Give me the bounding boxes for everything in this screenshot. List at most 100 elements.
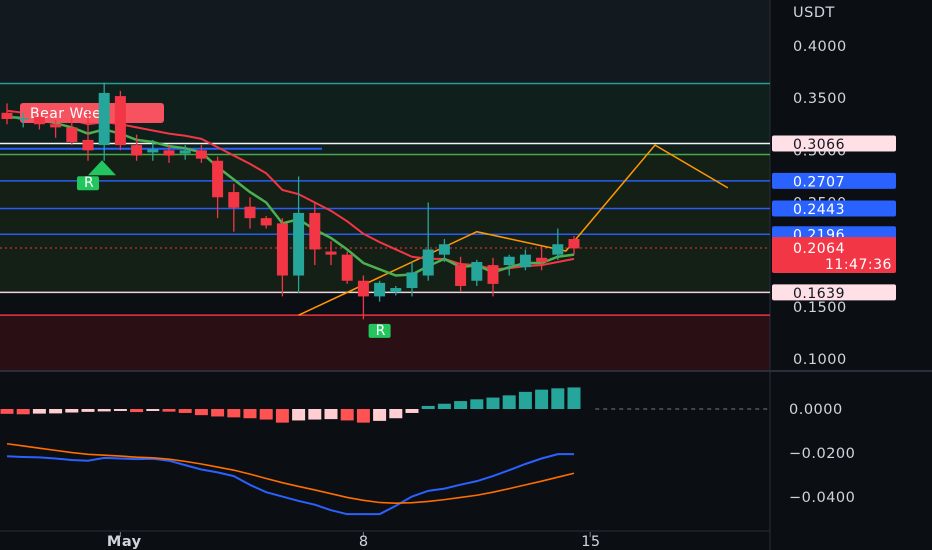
candle-body	[374, 282, 386, 297]
price-tag[interactable]: 0.1639	[772, 284, 896, 302]
price-axis-tick: 0.1500	[793, 300, 847, 316]
price-tag[interactable]: 0.3066	[772, 135, 896, 153]
macd-histogram-bar[interactable]	[518, 391, 532, 409]
candle[interactable]	[536, 246, 548, 271]
macd-histogram-bar[interactable]	[486, 397, 500, 409]
candle[interactable]	[82, 110, 94, 161]
candle[interactable]	[309, 202, 321, 266]
macd-histogram-bar[interactable]	[65, 409, 79, 413]
candle[interactable]	[390, 285, 402, 296]
candle[interactable]	[325, 241, 337, 266]
macd-histogram-bar[interactable]	[535, 389, 549, 409]
price-tag-bg	[772, 284, 896, 301]
macd-histogram-bar[interactable]	[470, 399, 484, 409]
macd-histogram-bar[interactable]	[405, 409, 419, 413]
candle-body	[147, 149, 159, 153]
macd-histogram-bar[interactable]	[194, 409, 208, 416]
macd-histogram-bar[interactable]	[437, 403, 451, 409]
candle[interactable]	[568, 235, 580, 255]
macd-histogram-bar[interactable]	[292, 409, 306, 421]
candle[interactable]	[17, 112, 29, 128]
candle-body	[228, 192, 240, 208]
candle[interactable]	[406, 261, 418, 297]
macd-histogram-bar[interactable]	[275, 409, 289, 423]
candle[interactable]	[1, 103, 13, 125]
macd-histogram-bar[interactable]	[324, 409, 338, 420]
macd-histogram-bar[interactable]	[227, 409, 241, 418]
r-marker-label: R	[84, 175, 94, 191]
macd-histogram-bar[interactable]	[259, 409, 273, 420]
macd-histogram-bar[interactable]	[0, 409, 14, 414]
candle[interactable]	[552, 228, 564, 260]
macd-axis-tick: −0.0400	[789, 490, 855, 506]
candle[interactable]	[244, 197, 256, 229]
candle[interactable]	[503, 254, 515, 276]
macd-histogram-bar[interactable]	[356, 409, 370, 423]
candle[interactable]	[293, 176, 305, 294]
macd-histogram-bar[interactable]	[49, 409, 63, 414]
macd-histogram-bar[interactable]	[389, 409, 403, 419]
price-tag-label: 0.2443	[793, 202, 845, 218]
candle[interactable]	[357, 275, 369, 320]
candle-body	[471, 261, 483, 281]
r-marker[interactable]: R	[77, 160, 116, 191]
candle-body	[438, 244, 450, 255]
price-tag[interactable]: 0.2443	[772, 200, 896, 218]
macd-histogram-bar[interactable]	[308, 409, 322, 420]
candle-body	[422, 249, 434, 276]
forecast-path[interactable]	[298, 144, 729, 316]
macd-histogram-bar[interactable]	[146, 409, 160, 411]
candle-body	[98, 92, 110, 146]
candle[interactable]	[422, 202, 434, 281]
candles	[1, 82, 580, 320]
candle[interactable]	[276, 218, 288, 297]
macd-histogram-bar[interactable]	[551, 388, 565, 409]
candle[interactable]	[212, 156, 224, 219]
candle[interactable]	[260, 216, 272, 229]
macd-histogram-bar[interactable]	[113, 409, 127, 411]
candle[interactable]	[147, 139, 159, 161]
candle[interactable]	[195, 145, 207, 163]
candle[interactable]	[341, 251, 353, 284]
macd-histogram-bar[interactable]	[162, 409, 176, 412]
candle-body	[212, 160, 224, 198]
macd-histogram-bar[interactable]	[502, 395, 516, 409]
candle[interactable]	[228, 183, 240, 232]
macd-histogram-bar[interactable]	[421, 405, 435, 409]
candle-body	[114, 96, 126, 146]
candle[interactable]	[98, 82, 110, 161]
candle[interactable]	[66, 115, 78, 146]
candle[interactable]	[519, 249, 531, 271]
macd-histogram-bar[interactable]	[373, 409, 387, 421]
candle[interactable]	[131, 134, 143, 161]
candle[interactable]	[179, 145, 191, 160]
candle-body	[455, 265, 467, 286]
candle[interactable]	[438, 239, 450, 262]
candle[interactable]	[455, 256, 467, 292]
price-tag[interactable]: 0.2707	[772, 172, 896, 191]
candle[interactable]	[163, 145, 175, 163]
candle[interactable]	[114, 90, 126, 151]
macd-histogram-bar[interactable]	[567, 387, 581, 409]
candle[interactable]	[374, 280, 386, 302]
candle[interactable]	[471, 259, 483, 286]
candle-body	[309, 212, 321, 250]
macd-histogram-bar[interactable]	[340, 409, 354, 421]
candle[interactable]	[487, 257, 499, 297]
macd-histogram-bar[interactable]	[81, 409, 95, 412]
candle[interactable]	[50, 120, 62, 138]
r-marker-arrow	[88, 160, 116, 176]
macd-histogram-bar[interactable]	[211, 409, 225, 417]
candle[interactable]	[33, 112, 45, 130]
macd-histogram-bar[interactable]	[97, 409, 111, 412]
r-marker[interactable]: R	[368, 323, 391, 339]
macd-histogram-bar[interactable]	[454, 401, 468, 409]
macd-histogram-bar[interactable]	[32, 409, 46, 414]
price-tag-bg	[772, 200, 896, 217]
macd-histogram-bar[interactable]	[130, 409, 144, 413]
macd-histogram-bar[interactable]	[243, 409, 257, 419]
macd-histogram-bar[interactable]	[178, 409, 192, 413]
macd-histogram-bar[interactable]	[16, 409, 30, 415]
